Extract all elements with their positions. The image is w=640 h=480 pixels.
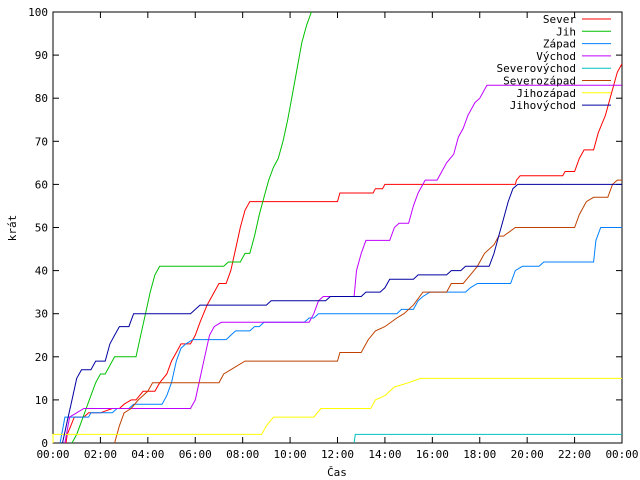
x-tick-label: 14:00 <box>368 448 401 461</box>
y-tick-label: 70 <box>35 135 48 148</box>
legend-label: Jih <box>556 25 576 38</box>
y-tick-label: 10 <box>35 394 48 407</box>
y-tick-label: 0 <box>41 437 48 450</box>
y-axis: 0 10 20 30 40 50 60 70 80 90 100 <box>28 6 622 450</box>
x-axis-label: Čas <box>327 466 347 479</box>
series-line-východ <box>64 84 622 444</box>
x-tick-label: 08:00 <box>226 448 259 461</box>
x-tick-label: 16:00 <box>416 448 449 461</box>
y-tick-label: 60 <box>35 178 48 191</box>
legend-label: Severovýchod <box>497 62 576 75</box>
series-line-západ <box>59 227 622 444</box>
legend-label: Západ <box>543 38 576 51</box>
x-tick-label: 22:00 <box>558 448 591 461</box>
legend-label: Sever <box>543 13 576 26</box>
y-tick-label: 30 <box>35 308 48 321</box>
x-tick-label: 10:00 <box>274 448 307 461</box>
y-tick-label: 40 <box>35 265 48 278</box>
legend: SeverJihZápadVýchodSeverovýchodSeverozáp… <box>497 13 611 112</box>
series-line-jihovýchod <box>62 183 622 444</box>
y-tick-label: 50 <box>35 222 48 235</box>
legend-label: Severozápad <box>503 75 576 88</box>
x-tick-label: 00:00 <box>605 448 638 461</box>
x-tick-label: 04:00 <box>131 448 164 461</box>
x-tick-label: 06:00 <box>179 448 212 461</box>
series-line-jih <box>71 11 312 444</box>
legend-label: Východ <box>536 50 576 63</box>
series-line-jihozápad <box>52 377 622 443</box>
series-layer <box>52 11 623 444</box>
legend-label: Jihozápad <box>516 87 576 100</box>
x-tick-label: 18:00 <box>463 448 496 461</box>
y-tick-label: 80 <box>35 92 48 105</box>
y-tick-label: 90 <box>35 49 48 62</box>
series-line-severovýchod <box>353 433 622 444</box>
x-tick-label: 02:00 <box>84 448 117 461</box>
x-tick-label: 00:00 <box>36 448 69 461</box>
x-tick-label: 20:00 <box>511 448 544 461</box>
y-tick-label: 20 <box>35 351 48 364</box>
series-line-sever <box>65 63 623 444</box>
series-line-severozápad <box>114 179 622 444</box>
legend-label: Jihovýchod <box>510 99 576 112</box>
y-tick-label: 100 <box>28 6 48 19</box>
x-tick-label: 12:00 <box>321 448 354 461</box>
x-axis: 00:00 02:00 04:00 06:00 08:00 10:00 12:00 14:00… <box>36 12 639 461</box>
y-axis-label: krát <box>6 215 19 242</box>
